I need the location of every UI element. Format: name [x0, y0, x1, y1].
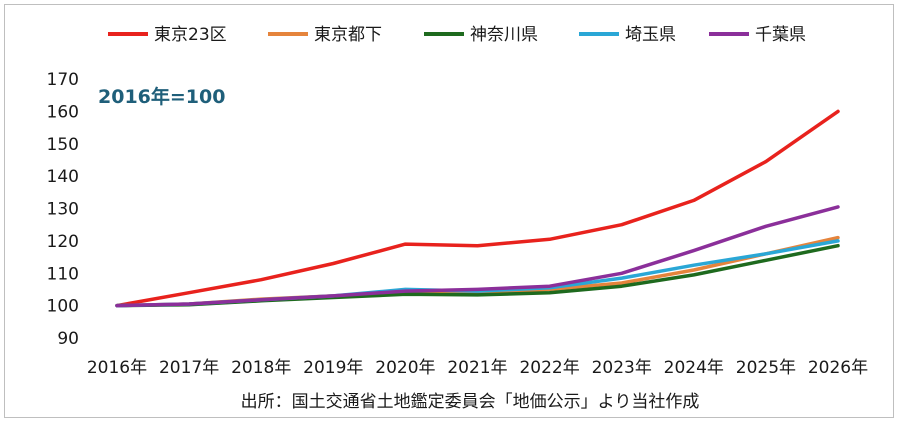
source-note: 出所：国土交通省土地鑑定委員会「地価公示」より当社作成 — [241, 392, 700, 412]
series-line — [115, 109, 840, 308]
y-tick-label: 130 — [47, 200, 79, 220]
x-tick-label: 2023年 — [592, 358, 652, 378]
baseline-annotation: 2016年=100 — [98, 85, 225, 108]
chart-frame — [4, 4, 894, 418]
y-tick-label: 150 — [47, 135, 79, 155]
x-tick-label: 2025年 — [736, 358, 796, 378]
y-tick-label: 120 — [47, 232, 79, 252]
x-tick-label: 2024年 — [664, 358, 724, 378]
y-tick-label: 140 — [47, 167, 79, 187]
y-tick-label: 160 — [47, 102, 79, 122]
x-tick-label: 2016年 — [87, 358, 147, 378]
series-line — [115, 205, 840, 308]
x-tick-label: 2022年 — [519, 358, 579, 378]
x-tick-label: 2026年 — [808, 358, 868, 378]
x-tick-label: 2019年 — [303, 358, 363, 378]
x-axis: 2016年 2017年 2018年 2019年 2020年 2021年 2022年 2023年… — [87, 358, 868, 378]
series-line — [115, 243, 840, 308]
legend-label: 千葉県 — [755, 25, 806, 45]
legend-label: 東京都下 — [314, 25, 382, 45]
series-lines — [115, 109, 840, 308]
legend: 東京23区 東京都下 神奈川県 埼玉県 千葉県 — [108, 25, 806, 45]
legend-label: 神奈川県 — [470, 25, 538, 45]
x-tick-label: 2017年 — [159, 358, 219, 378]
y-tick-label: 170 — [47, 70, 79, 90]
y-tick-label: 90 — [57, 329, 79, 349]
y-tick-label: 100 — [47, 297, 79, 317]
legend-label: 埼玉県 — [625, 25, 676, 45]
y-axis: 90 100 110 120 130 140 150 160 170 — [47, 70, 79, 349]
x-tick-label: 2020年 — [375, 358, 435, 378]
legend-label: 東京23区 — [154, 25, 227, 45]
x-tick-label: 2021年 — [447, 358, 507, 378]
y-tick-label: 110 — [47, 264, 79, 284]
x-tick-label: 2018年 — [231, 358, 291, 378]
